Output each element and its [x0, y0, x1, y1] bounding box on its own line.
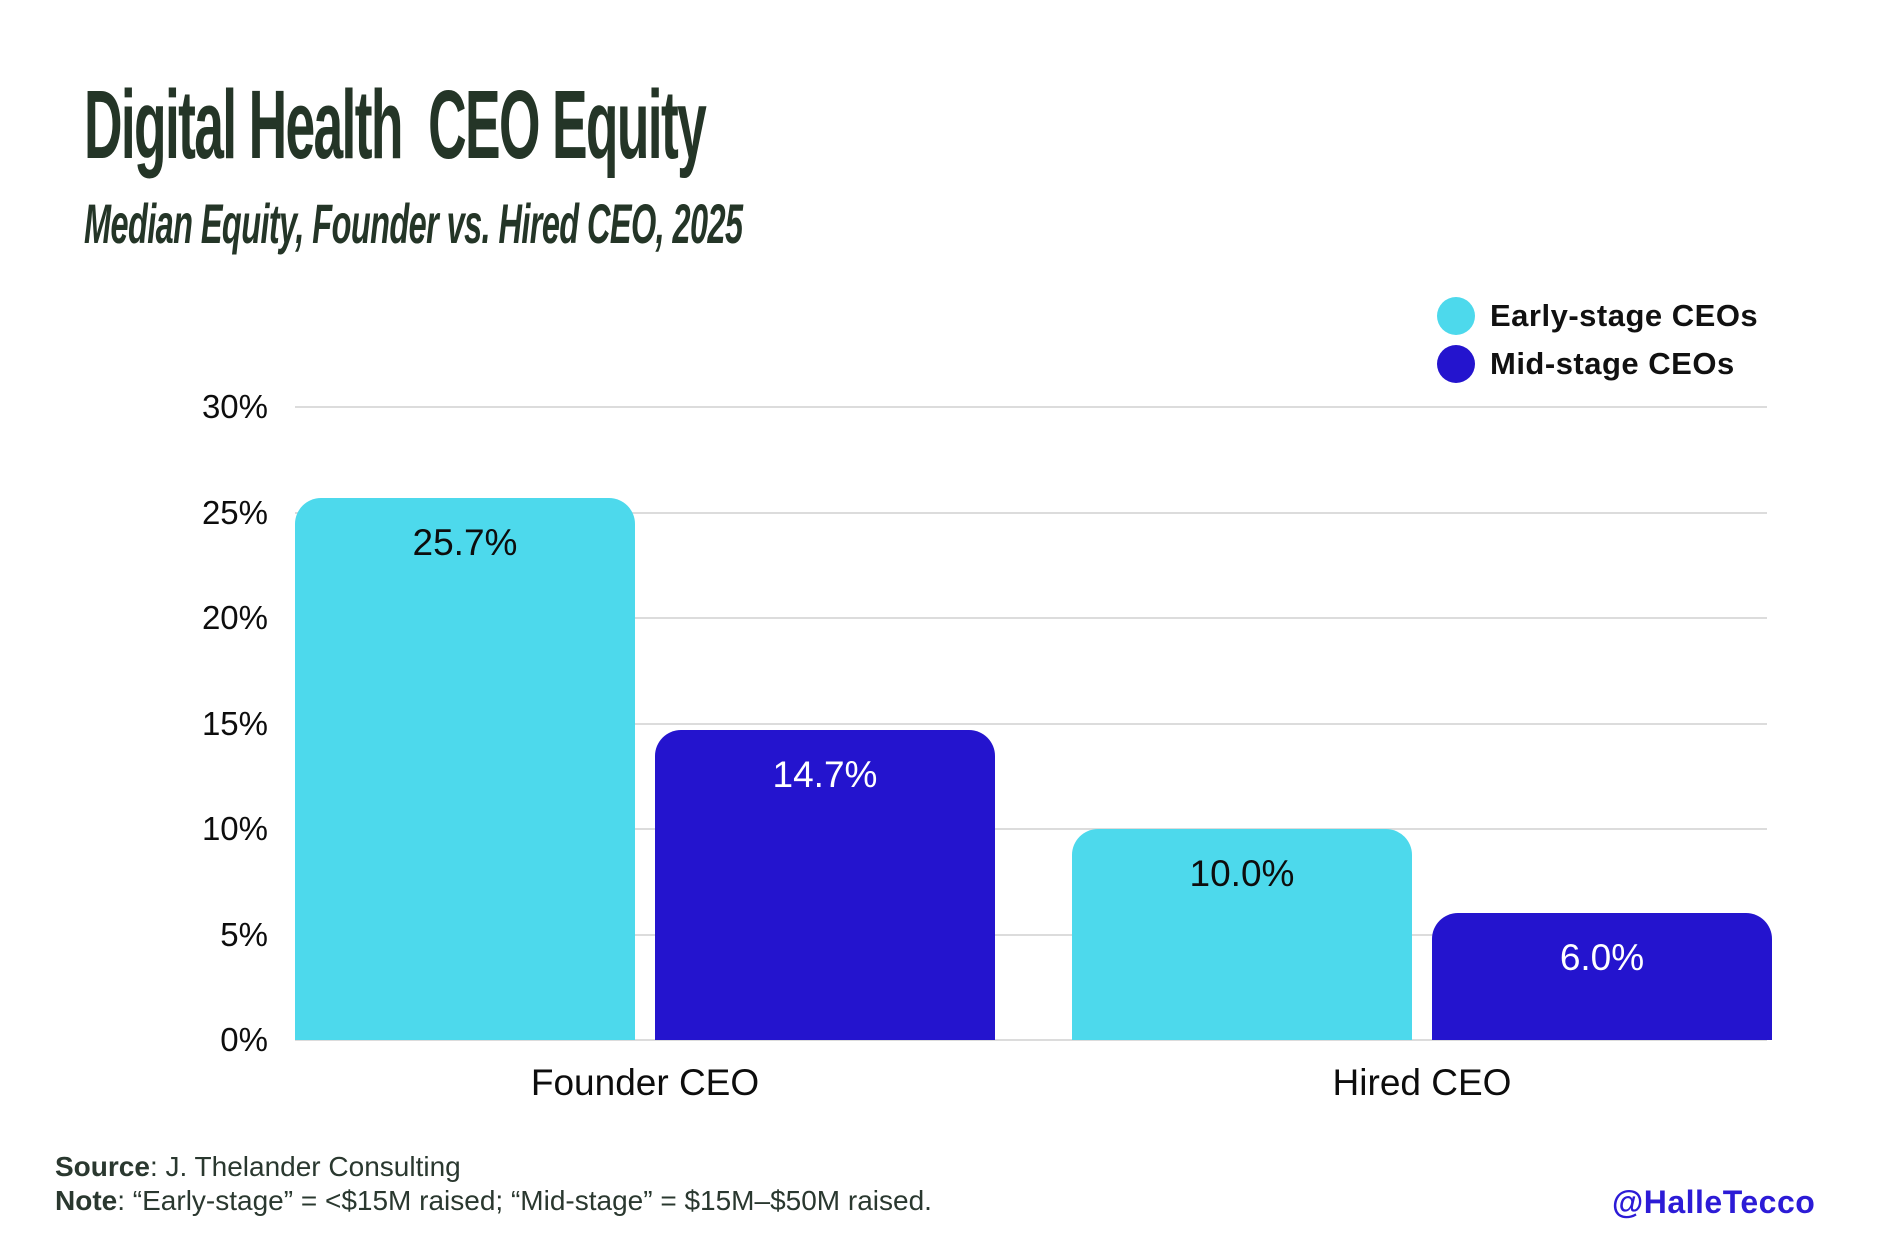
bar-founder-ceo-early-stage-ceos: 25.7% [295, 497, 635, 1040]
note-label: Note [55, 1185, 118, 1216]
legend-label: Early-stage CEOs [1490, 297, 1759, 333]
legend-swatch-icon [1437, 296, 1475, 335]
y-tick-label-20: 20% [201, 599, 268, 636]
bar-value-label: 10.0% [1189, 853, 1295, 894]
bar-hired-ceo-mid-stage-ceos: 6.0% [1432, 913, 1772, 1040]
bar-value-label: 6.0% [1559, 937, 1645, 979]
x-category-label-1: Hired CEO [1332, 1062, 1512, 1103]
legend-row-0: Early-stage CEOs [1437, 296, 1758, 335]
y-tick-label-0: 0% [220, 1021, 268, 1058]
bar-value-label: 25.7% [412, 521, 518, 563]
author-handle: @HalleTecco [1612, 1184, 1816, 1220]
note-text: : “Early-stage” = <$15M raised; “Mid-sta… [117, 1185, 932, 1216]
footer-notes: Source: J. Thelander Consulting Note: “E… [55, 1150, 932, 1218]
legend-swatch-icon [1437, 344, 1475, 383]
y-tick-label-10: 10% [201, 810, 268, 847]
plot-area: 0% 5% 10% 15% 20% 25% 30% 25.7% 14.7% Founder CEO… [202, 388, 1772, 1103]
source-line: Source: J. Thelander Consulting [55, 1150, 932, 1184]
legend-label: Mid-stage CEOs [1490, 345, 1735, 381]
gridline-10 [295, 828, 1767, 830]
gridline-15 [295, 722, 1767, 725]
gridline-30 [295, 406, 1767, 408]
bar-hired-ceo-early-stage-ceos: 10.0% [1072, 829, 1412, 1040]
gridline-0 [295, 1039, 1767, 1041]
bar-value-label: 14.7% [772, 753, 878, 795]
legend: Early-stage CEOs Mid-stage CEOs [1437, 296, 1758, 383]
y-tick-label-5: 5% [220, 915, 268, 953]
gridline-25 [295, 511, 1767, 514]
source-text: : J. Thelander Consulting [149, 1151, 461, 1182]
note-line: Note: “Early-stage” = <$15M raised; “Mid… [55, 1184, 932, 1218]
gridline-5 [295, 933, 1767, 936]
y-tick-label-30: 30% [201, 388, 268, 425]
y-tick-label-15: 15% [201, 704, 268, 742]
chart-title: Digital Health CEO Equity [84, 70, 707, 179]
y-tick-label-25: 25% [201, 493, 268, 531]
chart-subtitle: Median Equity, Founder vs. Hired CEO, 20… [84, 192, 743, 255]
bar-founder-ceo-mid-stage-ceos: 14.7% [655, 729, 995, 1040]
x-category-label-0: Founder CEO [530, 1062, 760, 1103]
gridline-20 [295, 617, 1767, 619]
source-label: Source [55, 1151, 150, 1182]
legend-row-1: Mid-stage CEOs [1437, 344, 1758, 383]
